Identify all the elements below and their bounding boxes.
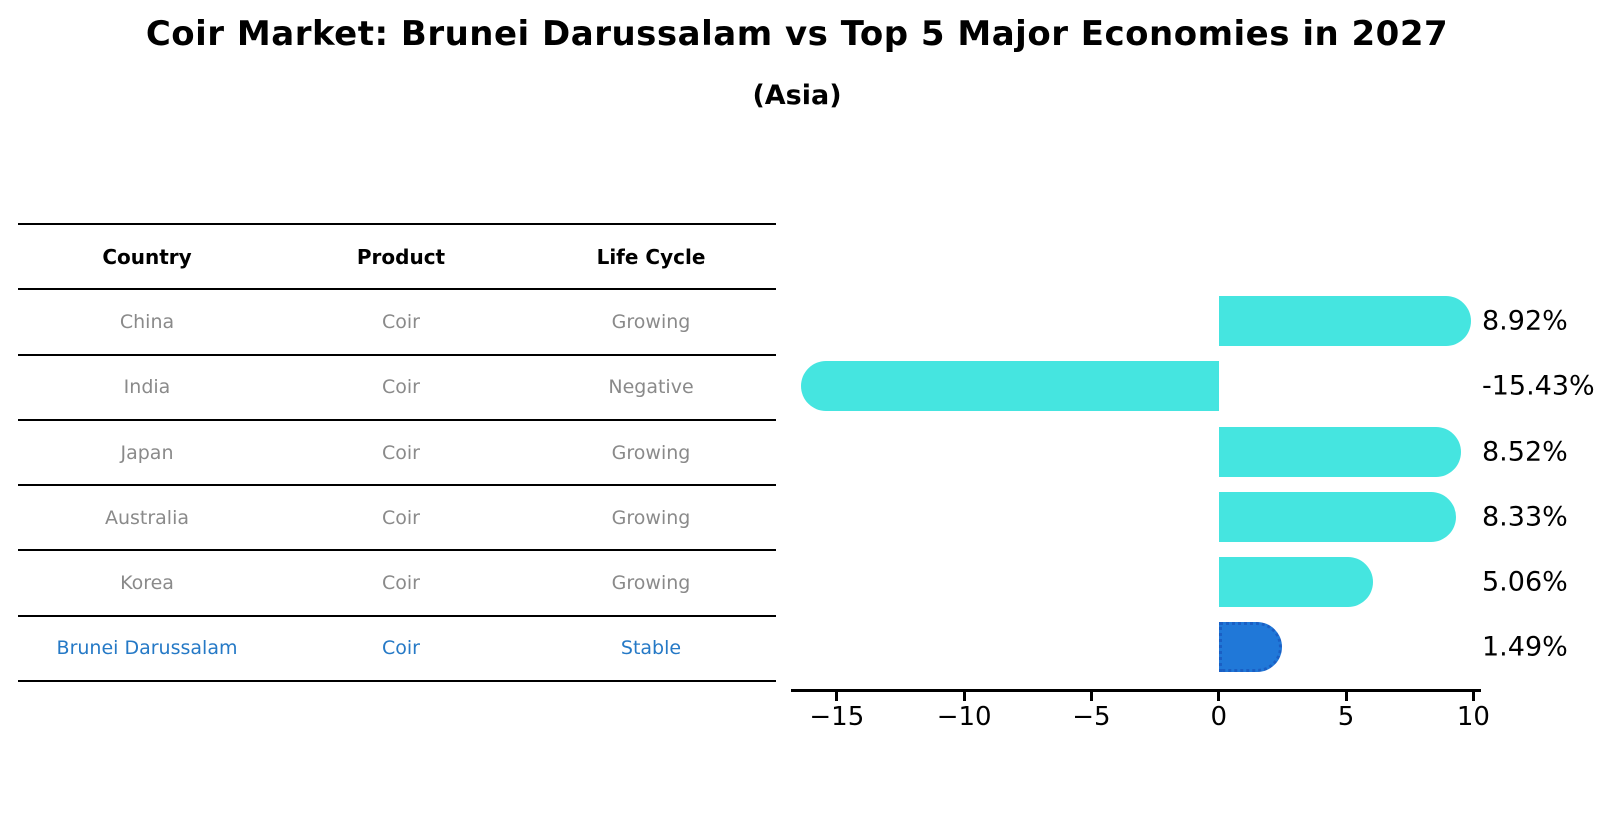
table-row-korea: Korea Coir Growing <box>18 551 776 617</box>
value-label-korea: 5.06% <box>1482 566 1568 598</box>
bar-china <box>1218 295 1471 346</box>
cell-life-cycle: Growing <box>611 506 691 529</box>
value-label-australia: 8.33% <box>1482 501 1568 533</box>
column-header-life-cycle: Life Cycle <box>596 244 706 269</box>
x-tick <box>962 692 966 701</box>
value-label-brunei-darussalam: 1.49% <box>1482 631 1568 663</box>
bar-korea <box>1218 557 1373 608</box>
x-tick-label: −10 <box>936 702 992 732</box>
x-tick-label: −15 <box>809 702 865 732</box>
table-row-australia: Australia Coir Growing <box>18 486 776 552</box>
cell-product: Coir <box>382 637 420 660</box>
cell-life-cycle: Growing <box>611 572 691 595</box>
country-table: Country Product Life Cycle China Coir Grow… <box>18 223 776 683</box>
cell-life-cycle: Negative <box>608 376 694 399</box>
x-tick-label: −5 <box>1072 702 1111 732</box>
x-tick <box>1471 692 1475 701</box>
x-tick-label: 5 <box>1337 702 1355 732</box>
cell-life-cycle: Growing <box>611 441 691 464</box>
cell-product: Coir <box>382 572 420 595</box>
bar-india <box>800 361 1219 412</box>
cell-country: Japan <box>120 441 174 464</box>
cell-country: India <box>123 376 171 399</box>
chart-subtitle: (Asia) <box>752 80 842 111</box>
cell-product: Coir <box>382 506 420 529</box>
x-tick <box>1217 692 1221 701</box>
column-header-country: Country <box>102 244 192 269</box>
cell-life-cycle: Stable <box>620 637 682 660</box>
cell-product: Coir <box>382 376 420 399</box>
table-row-brunei-darussalam: Brunei Darussalam Coir Stable <box>18 617 776 683</box>
value-label-india: -15.43% <box>1482 370 1595 402</box>
cell-country: Australia <box>104 506 190 529</box>
bar-australia <box>1218 491 1456 542</box>
cell-country: Brunei Darussalam <box>56 637 238 660</box>
cell-country: China <box>119 310 175 333</box>
chart-title: Coir Market: Brunei Darussalam vs Top 5 … <box>145 14 1449 54</box>
bar-japan <box>1218 426 1461 477</box>
table-row-india: India Coir Negative <box>18 356 776 421</box>
x-tick-label: 10 <box>1456 702 1490 732</box>
cell-life-cycle: Growing <box>611 310 691 333</box>
x-tick <box>1089 692 1093 701</box>
table-header-row: Country Product Life Cycle <box>18 225 776 291</box>
x-axis <box>791 689 1481 692</box>
value-label-japan: 8.52% <box>1482 436 1568 468</box>
column-header-product: Product <box>356 244 446 269</box>
x-tick <box>835 692 839 701</box>
x-tick-label: 0 <box>1210 702 1228 732</box>
x-tick <box>1344 692 1348 701</box>
cell-product: Coir <box>382 441 420 464</box>
table-row-china: China Coir Growing <box>18 290 776 356</box>
bar-brunei-darussalam <box>1218 622 1282 673</box>
cell-country: Korea <box>120 572 174 595</box>
value-label-china: 8.92% <box>1482 305 1568 337</box>
table-row-japan: Japan Coir Growing <box>18 421 776 487</box>
cell-product: Coir <box>382 310 420 333</box>
